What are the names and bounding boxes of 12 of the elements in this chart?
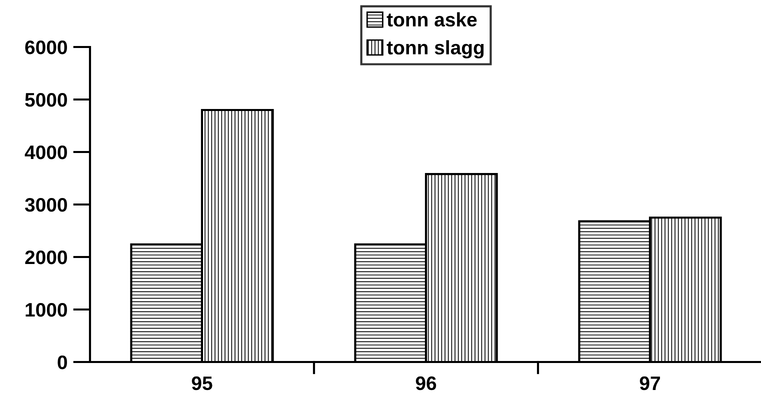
x-tick-label: 95 [192,376,212,390]
x-tick-label: 97 [640,376,660,390]
legend-label: tonn slagg [386,40,484,58]
y-tick-label: 6000 [25,40,67,54]
y-tick-label: 5000 [25,92,67,107]
x-tick-label: 96 [416,376,436,390]
y-tick-label: 2000 [25,250,67,264]
y-tick-label: 3000 [24,198,67,212]
y-tick-label: 4000 [24,145,67,160]
y-tick-label: 1000 [26,302,67,317]
y-tick-label: 0 [58,355,67,370]
legend-label: tonn aske [386,12,477,27]
